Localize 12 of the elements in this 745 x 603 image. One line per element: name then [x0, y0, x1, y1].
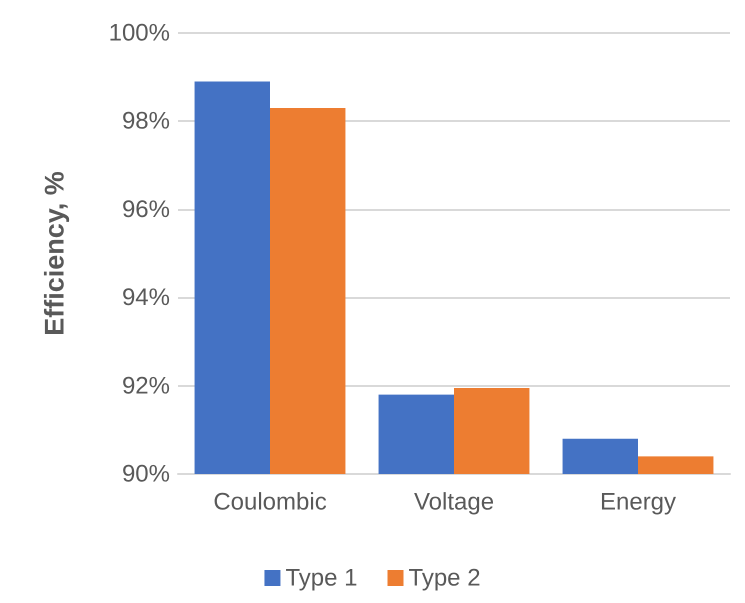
y-tick-label: 96%: [122, 196, 170, 223]
y-tick-label: 100%: [108, 20, 170, 46]
x-tick-label: Energy: [600, 488, 676, 516]
y-tick-label: 94%: [122, 284, 170, 312]
x-tick-label: Voltage: [414, 488, 494, 516]
y-tick-label: 90%: [122, 460, 170, 488]
x-tick-label: Coulombic: [213, 488, 327, 516]
y-tick-label: 92%: [122, 372, 170, 400]
legend-label: Type 2: [408, 564, 481, 592]
legend-label: Type 1: [285, 564, 358, 592]
y-tick-label: 98%: [122, 108, 170, 135]
y-axis-title: Efficiency, %: [40, 171, 70, 336]
